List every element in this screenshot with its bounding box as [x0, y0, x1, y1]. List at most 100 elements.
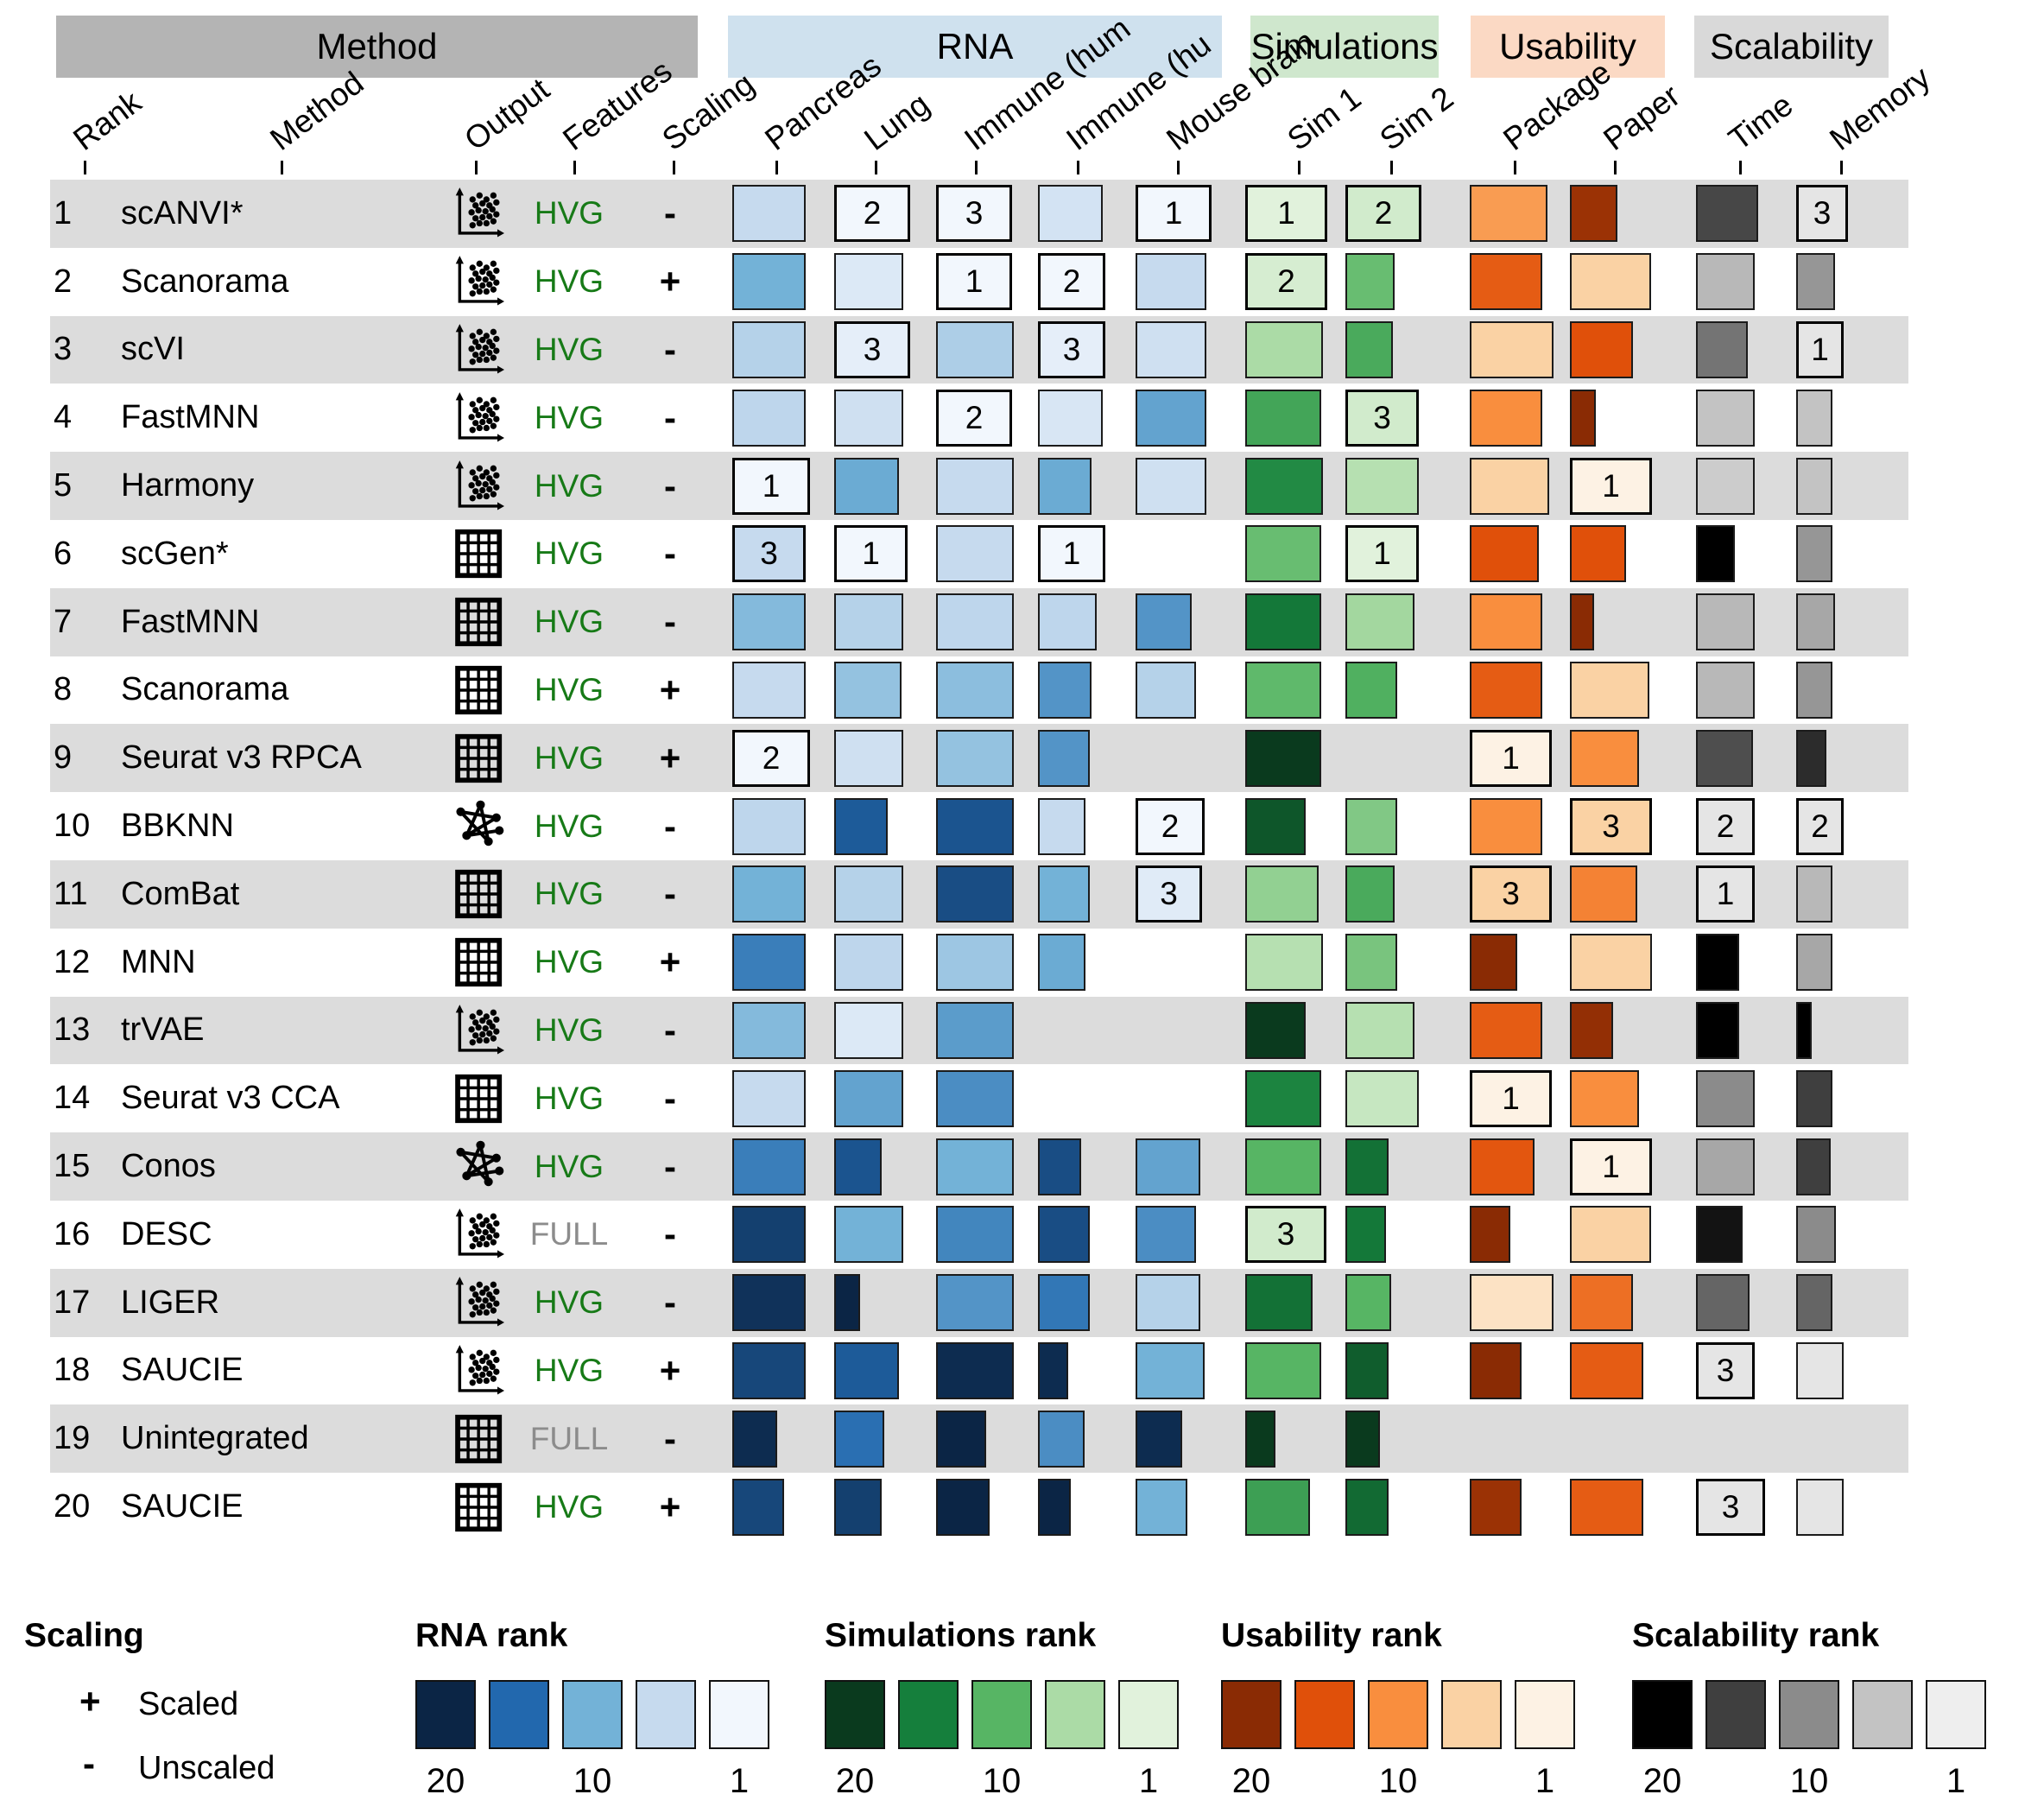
- legend-swatch-usability-3: [1441, 1680, 1502, 1749]
- cell-rank-number: 2: [1811, 808, 1829, 844]
- cell-rank-number: 1: [762, 467, 781, 504]
- matrix-cell-mouse_brain: [1136, 1206, 1196, 1264]
- matrix-cell-package: [1470, 593, 1542, 651]
- matrix-cell-time: [1696, 1069, 1755, 1127]
- features-label: HVG: [534, 808, 604, 844]
- cell-rank-number: 3: [1813, 195, 1832, 231]
- matrix-cell-time: [1696, 729, 1753, 787]
- matrix-cell-paper: [1570, 1274, 1633, 1332]
- column-tick-immune_hu: [1077, 161, 1079, 174]
- cell-rank-number: 1: [1502, 739, 1520, 776]
- matrix-cell-time: [1696, 1274, 1750, 1332]
- cell-rank-number: 3: [1502, 876, 1520, 912]
- matrix-cell-mouse_brain: [1136, 1410, 1182, 1468]
- column-label-method: Method: [263, 64, 370, 157]
- features-label: HVG: [534, 1284, 604, 1321]
- method-name: Seurat v3 CCA: [121, 1080, 340, 1117]
- matrix-cell-time: [1696, 321, 1748, 378]
- matrix-cell-immune_hu: [1038, 1138, 1081, 1195]
- matrix-cell-time: [1696, 1138, 1755, 1195]
- matrix-cell-package: [1470, 1342, 1522, 1399]
- embedding-output-icon: [455, 187, 504, 238]
- output-icon-embedding: [449, 316, 506, 384]
- legend-scale-number: 1: [1535, 1762, 1555, 1800]
- legend-swatch-sim-2: [971, 1680, 1032, 1749]
- legend-swatch-scalability-0: [1632, 1680, 1693, 1749]
- matrix-cell-immune_hu: [1038, 934, 1085, 992]
- matrix-cell-immune_hu: 3: [1038, 321, 1105, 378]
- matrix-cell-lung: [834, 253, 903, 311]
- embedding-output-icon: [455, 1005, 504, 1055]
- matrix-cell-immune_hu: [1038, 865, 1090, 923]
- matrix-cell-sim2: [1345, 1069, 1419, 1127]
- group-band-label: Usability: [1499, 26, 1636, 67]
- features-label: HVG: [534, 263, 604, 300]
- scaling-symbol: +: [659, 261, 681, 302]
- features-label: HVG: [534, 1352, 604, 1388]
- features-label: HVG: [534, 876, 604, 912]
- matrix-cell-mouse_brain: 1: [1136, 185, 1212, 243]
- matrix-output-icon: [455, 598, 503, 647]
- matrix-cell-pancreas: [732, 253, 806, 311]
- matrix-cell-immune_hum: 1: [936, 253, 1012, 311]
- matrix-cell-sim2: [1345, 1138, 1389, 1195]
- legend-scale-number: 20: [426, 1762, 465, 1800]
- legend-swatch-scalability-2: [1779, 1680, 1839, 1749]
- matrix-cell-package: [1470, 1002, 1542, 1059]
- matrix-cell-sim2: [1345, 1274, 1391, 1332]
- matrix-cell-package: [1470, 525, 1539, 583]
- cell-rank-number: 1: [1164, 195, 1183, 231]
- cell-rank-number: 1: [1811, 332, 1829, 367]
- matrix-cell-package: [1470, 457, 1549, 515]
- matrix-cell-package: 1: [1470, 1069, 1552, 1127]
- matrix-cell-package: [1470, 1138, 1535, 1195]
- cell-rank-number: 1: [965, 263, 984, 300]
- matrix-cell-time: [1696, 593, 1755, 651]
- scaling-symbol: -: [664, 1009, 676, 1050]
- rank-label: 5: [54, 467, 73, 504]
- matrix-cell-package: 1: [1470, 729, 1552, 787]
- legend-scale-number: 20: [835, 1762, 875, 1800]
- output-icon-graph: [449, 792, 506, 860]
- matrix-cell-sim2: [1345, 321, 1393, 378]
- cell-rank-number: 3: [1276, 1216, 1295, 1252]
- matrix-cell-immune_hum: [936, 1206, 1014, 1264]
- matrix-cell-sim2: 2: [1345, 185, 1421, 243]
- column-tick-immune_hum: [975, 161, 978, 174]
- matrix-cell-package: [1470, 662, 1542, 719]
- matrix-cell-time: [1696, 662, 1755, 719]
- matrix-cell-immune_hu: [1038, 729, 1090, 787]
- method-name: Scanorama: [121, 671, 289, 708]
- legend-title-rna: RNA rank: [415, 1617, 568, 1654]
- matrix-cell-pancreas: [732, 865, 806, 923]
- features-label: HVG: [534, 604, 604, 640]
- scaling-symbol: +: [659, 942, 681, 983]
- column-label-rank: Rank: [66, 84, 148, 157]
- rank-label: 17: [54, 1284, 91, 1321]
- matrix-cell-sim2: [1345, 253, 1395, 311]
- matrix-cell-paper: 1: [1570, 457, 1652, 515]
- matrix-cell-pancreas: [732, 1410, 777, 1468]
- matrix-cell-package: [1470, 1274, 1554, 1332]
- features-label: HVG: [534, 467, 604, 504]
- matrix-cell-time: [1696, 525, 1735, 583]
- matrix-cell-memory: [1796, 1069, 1832, 1127]
- legend-scale-number: 1: [729, 1762, 750, 1800]
- matrix-cell-memory: 1: [1796, 321, 1844, 378]
- rank-label: 3: [54, 331, 73, 368]
- matrix-cell-paper: [1570, 1342, 1643, 1399]
- matrix-output-icon: [455, 938, 503, 987]
- matrix-cell-memory: [1796, 1478, 1844, 1536]
- output-icon-matrix: [449, 1404, 506, 1473]
- scaling-symbol: -: [664, 1214, 676, 1255]
- matrix-cell-immune_hum: 3: [936, 185, 1012, 243]
- method-name: ComBat: [121, 875, 240, 912]
- cell-rank-number: 2: [965, 399, 984, 435]
- rank-label: 2: [54, 263, 73, 300]
- scaling-symbol: -: [664, 1077, 676, 1119]
- matrix-cell-immune_hum: [936, 1478, 990, 1536]
- matrix-cell-sim1: [1245, 1410, 1275, 1468]
- column-tick-features: [573, 161, 576, 174]
- matrix-cell-sim2: [1345, 593, 1414, 651]
